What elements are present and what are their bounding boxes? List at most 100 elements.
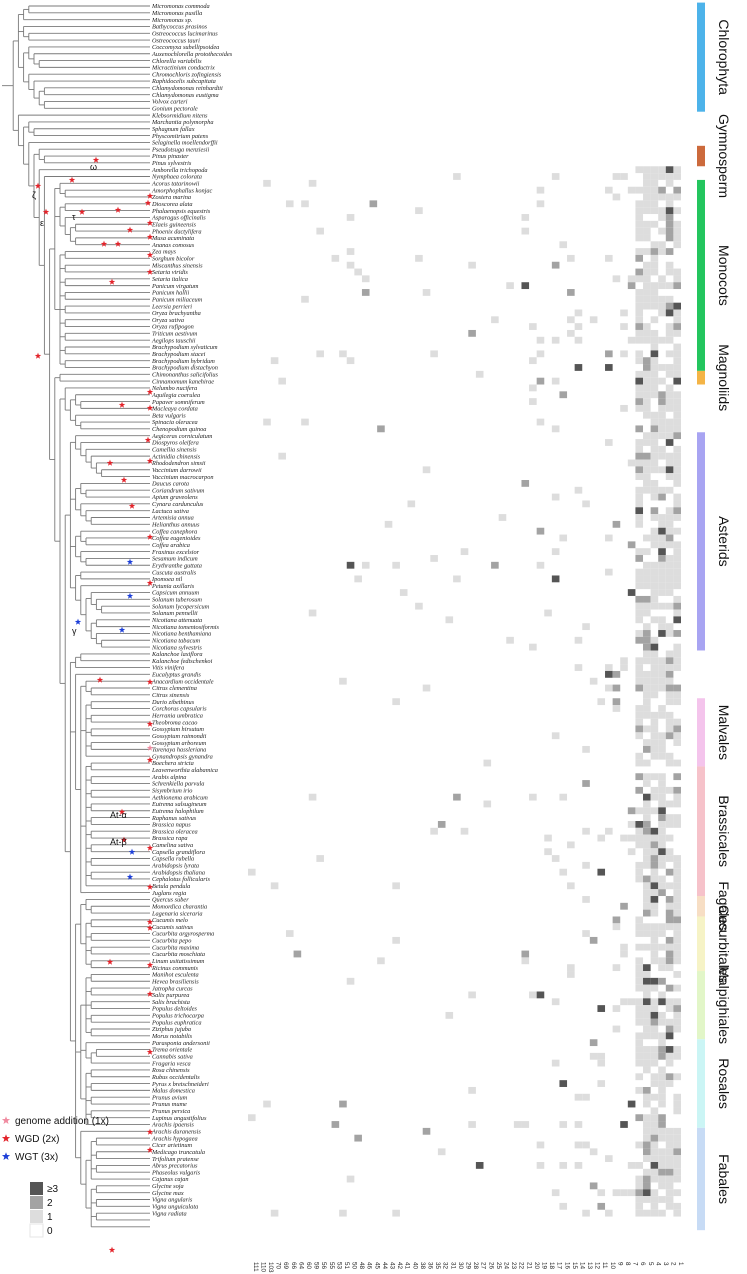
species-label: Diospyros oleifera [151,440,199,447]
heatmap-cell [643,568,651,576]
clade-bar [697,1039,705,1128]
heatmap-cell [650,425,659,433]
heatmap-cell [643,561,651,569]
heatmap-cell [620,1121,628,1128]
heatmap-cell [650,295,659,303]
event-star-icon [106,958,114,965]
heatmap-cell [665,425,674,433]
heatmap-cell [551,377,560,385]
heatmap-cell [422,466,431,474]
heatmap-cell [665,404,674,412]
event-star-icon [128,502,136,509]
heatmap-cell [658,514,666,521]
heatmap-cell [673,902,681,910]
heatmap-cell [650,527,659,535]
heatmap-cell [574,1121,583,1128]
species-label: Morus notabilis [151,1033,193,1040]
heatmap-cell [301,200,309,208]
heatmap-cell [437,821,446,828]
heatmap-cell [665,173,674,180]
heatmap-cell [650,1032,659,1040]
heatmap-cell [658,848,666,856]
heatmap-cell [650,316,659,324]
heatmap-cell [665,964,674,972]
clade-bar [697,370,705,385]
heatmap-cell [658,773,666,781]
heatmap-cell [658,1175,666,1183]
heatmap-cell [665,179,674,187]
heatmap-cell [285,200,294,208]
heatmap-cell [650,977,659,985]
heatmap-cell [665,936,674,944]
heatmap-cell [643,1093,651,1101]
column-label: 9 [616,1262,623,1266]
column-label: 12 [594,1262,601,1270]
heatmap-cell [643,1189,651,1197]
heatmap-cell [536,200,545,208]
heatmap-cell [643,923,651,931]
heatmap-cell [635,957,644,965]
heatmap-cell [650,1052,659,1060]
species-label: Marchantia polymorpha [151,119,214,126]
heatmap-cell [650,179,659,187]
heatmap-cell [665,1196,674,1203]
species-label: Nicotiana tomentosiformis [151,624,220,631]
species-label: Ipomoea nil [151,576,183,583]
heatmap-cell [658,841,666,849]
heatmap-cell [650,480,659,487]
heatmap-cell [635,971,644,978]
heatmap-cell [346,214,355,221]
heatmap-cell [665,589,674,596]
heatmap-cell [673,370,681,378]
heatmap-cell [635,998,644,1006]
species-label: Cinnamomum kanehirae [152,378,214,385]
species-label: Vitis vinifera [152,665,184,672]
heatmap-cell [643,384,651,392]
heatmap-cell [627,807,636,815]
heatmap-cell [536,418,545,426]
heatmap-cell [536,527,545,535]
heatmap-cell [665,882,674,890]
species-label: Panicum virgatum [151,283,199,290]
heatmap-cell [658,425,666,433]
heatmap-cell [665,207,674,215]
heatmap-cell [673,268,681,276]
column-label: 111 [252,1262,259,1272]
heatmap-cell [650,745,659,753]
heatmap-cell [346,357,355,365]
heatmap-cell [673,664,681,671]
heatmap-cell [665,998,674,1006]
heatmap-cell [627,834,636,842]
heatmap-cell [673,909,681,917]
species-label: Cucumis melo [152,917,188,924]
species-label: Setaria italica [152,276,188,283]
heatmap-cell [635,336,644,344]
heatmap-cell [643,268,651,276]
heatmap-cell [643,834,651,842]
heatmap-cell [650,909,659,917]
species-label: Gonium pectorale [152,106,198,113]
heatmap-cell [658,555,666,562]
event-label: τ [72,212,76,222]
heatmap-cell [665,623,674,631]
species-label: Leavenworthia alabamica [151,767,218,774]
column-label: 17 [556,1262,563,1270]
heatmap-cell [650,459,659,467]
heatmap-cell [673,950,681,958]
heatmap-cell [673,555,681,562]
heatmap-cell [635,520,644,528]
heatmap-cell [650,220,659,228]
heatmap-cell [650,384,659,392]
heatmap-cell [673,698,681,706]
heatmap-cell [643,302,651,310]
heatmap-cell [665,234,674,242]
heatmap-cell [658,534,666,542]
legend-scale-label: 1 [47,1212,53,1223]
heatmap-cell [658,575,666,583]
heatmap-cell [643,848,651,856]
heatmap-cell [650,889,659,897]
heatmap-cell [650,923,659,931]
heatmap-cell [673,861,681,869]
species-label: Parasponia andersonii [151,1040,210,1047]
column-label: 1 [677,1262,684,1266]
